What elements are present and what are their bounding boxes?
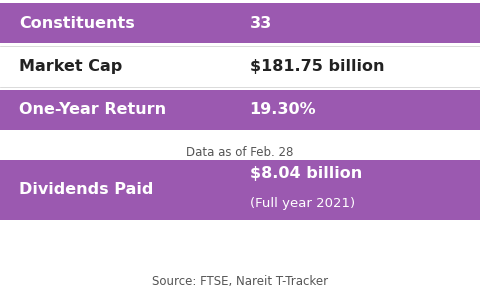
- Text: Dividends Paid: Dividends Paid: [19, 182, 154, 197]
- FancyBboxPatch shape: [0, 3, 480, 43]
- Text: One-Year Return: One-Year Return: [19, 102, 167, 118]
- FancyBboxPatch shape: [0, 90, 480, 130]
- Text: Market Cap: Market Cap: [19, 59, 122, 74]
- Text: Data as of Feb. 28: Data as of Feb. 28: [186, 146, 294, 159]
- Text: (Full year 2021): (Full year 2021): [250, 197, 355, 210]
- Text: $181.75 billion: $181.75 billion: [250, 59, 384, 74]
- Text: Constituents: Constituents: [19, 16, 135, 31]
- Text: Source: FTSE, Nareit T-Tracker: Source: FTSE, Nareit T-Tracker: [152, 274, 328, 288]
- Text: $8.04 billion: $8.04 billion: [250, 166, 362, 181]
- Text: 19.30%: 19.30%: [250, 102, 316, 118]
- Text: 33: 33: [250, 16, 272, 31]
- FancyBboxPatch shape: [0, 46, 480, 87]
- FancyBboxPatch shape: [0, 160, 480, 220]
